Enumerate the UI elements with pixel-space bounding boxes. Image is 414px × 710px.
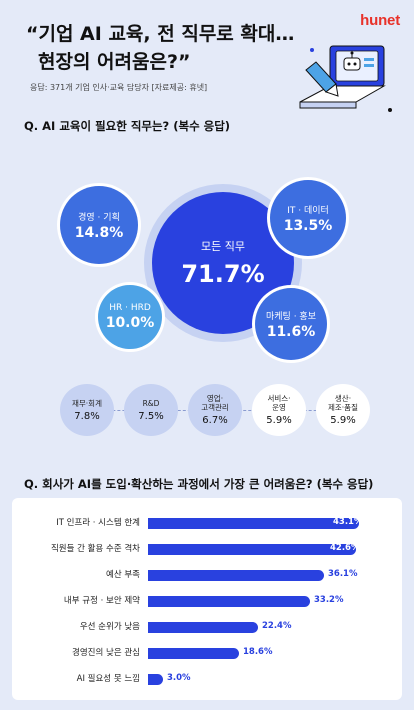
bar-label: 우선 순위가 낮음 [79,622,140,632]
bar [148,674,163,685]
bar [148,596,310,607]
bar-value-label: 33.2% [314,595,344,605]
bubble-label: 서비스· 운영 [267,394,291,412]
bubble-value: 13.5% [283,217,333,234]
job-bubble-small: 영업· 고객관리 6.7% [188,384,242,436]
job-bubble-small: 서비스· 운영 5.9% [252,384,306,436]
bar-label: 경영진의 낮은 관심 [72,648,140,658]
bar-row: 예산 부족 36.1% [12,564,402,586]
bubble-value: 11.6% [266,323,316,340]
bar-row: AI 필요성 못 느낌 3.0% [12,668,402,690]
title-line-2: 현장의 어려움은?” [38,51,191,73]
job-bubble: 마케팅 · 홍보 11.6% [255,288,327,360]
bar-label: 내부 규정 · 보안 제약 [63,596,140,606]
bar-value-label: 36.1% [328,569,358,579]
job-bubble-small: R&D 7.5% [124,384,178,436]
bar-row: IT 인프라 · 시스템 한계 43.1% [12,512,402,534]
bubble-value: 7.8% [74,410,100,422]
bar-value-label: 3.0% [167,673,191,683]
bar-value-label: 43.1% [333,517,363,527]
bar-value-label: 22.4% [262,621,292,631]
bar-track [148,596,368,607]
bar-row: 내부 규정 · 보안 제약 33.2% [12,590,402,612]
question-1-title: Q. AI 교육이 필요한 직무는? (복수 응답) [24,119,231,133]
bar-row: 직원들 간 활용 수준 격차 42.6% [12,538,402,560]
bar [148,570,324,581]
bar-value-label: 42.6% [330,543,360,553]
job-bubble-small: 생산· 제조·품질 5.9% [316,384,370,436]
bar [148,648,239,659]
bar-row: 우선 순위가 낮음 22.4% [12,616,402,638]
bubble-label: R&D [142,398,160,408]
bubble-label: 재무·회계 [72,398,102,408]
minor-jobs-row: 재무·회계 7.8% R&D 7.5% 영업· 고객관리 6.7% 서비스· 운영 5.9% 생… [22,384,392,436]
bubble-value: 5.9% [330,415,356,426]
bubble-value: 71.7% [181,260,265,288]
bar-track [148,570,368,581]
difficulty-bar-chart: IT 인프라 · 시스템 한계 43.1% 직원들 간 활용 수준 격차 42.6% 예… [12,498,402,700]
bubble-label: 영업· 고객관리 [201,394,229,412]
bar-label: 직원들 간 활용 수준 격차 [50,544,140,554]
bar [148,544,356,555]
bubble-label: 마케팅 · 홍보 [266,311,316,322]
bubble-value: 14.8% [74,224,124,241]
job-bubble: 경영 · 기획 14.8% [60,186,138,264]
bar-track [148,518,368,529]
job-bubble-small: 재무·회계 7.8% [60,384,114,436]
laptop-illustration [299,45,392,112]
pencil-icon [305,61,339,97]
bubble-value: 5.9% [266,415,292,426]
bubble-label: 생산· 제조·품질 [328,394,358,412]
question-2-title: Q. 회사가 AI를 도입·확산하는 과정에서 가장 큰 어려움은? (복수 응… [24,477,374,491]
robot-icon [343,51,361,71]
bubble-label: HR · HRD [109,303,151,313]
bar-track [148,674,368,685]
bar-track [148,648,368,659]
bar [148,518,359,529]
hunet-logo: hunet [360,12,400,29]
bubble-label: IT · 데이터 [287,205,329,216]
source-note: 응답: 371개 기업 인사·교육 담당자 [자료제공: 휴넷] [30,83,208,92]
job-bubble: IT · 데이터 13.5% [270,180,346,256]
bar-label: IT 인프라 · 시스템 한계 [56,518,140,528]
bar [148,622,258,633]
job-bubble: HR · HRD 10.0% [98,285,162,349]
page-title: “기업 AI 교육, 전 직무로 확대… 현장의 어려움은?” [26,20,326,76]
title-line-1: “기업 AI 교육, 전 직무로 확대… [26,23,295,45]
bubble-label: 모든 직무 [201,240,245,253]
bubble-value: 6.7% [202,415,228,426]
bar-label: AI 필요성 못 느낌 [76,674,140,684]
bubble-label: 경영 · 기획 [78,212,120,223]
bubble-value: 7.5% [138,410,164,422]
bubble-value: 10.0% [105,315,155,331]
bar-track [148,622,368,633]
bar-label: 예산 부족 [106,570,140,580]
bar-track [148,544,368,555]
bar-value-label: 18.6% [243,647,273,657]
bar-row: 경영진의 낮은 관심 18.6% [12,642,402,664]
